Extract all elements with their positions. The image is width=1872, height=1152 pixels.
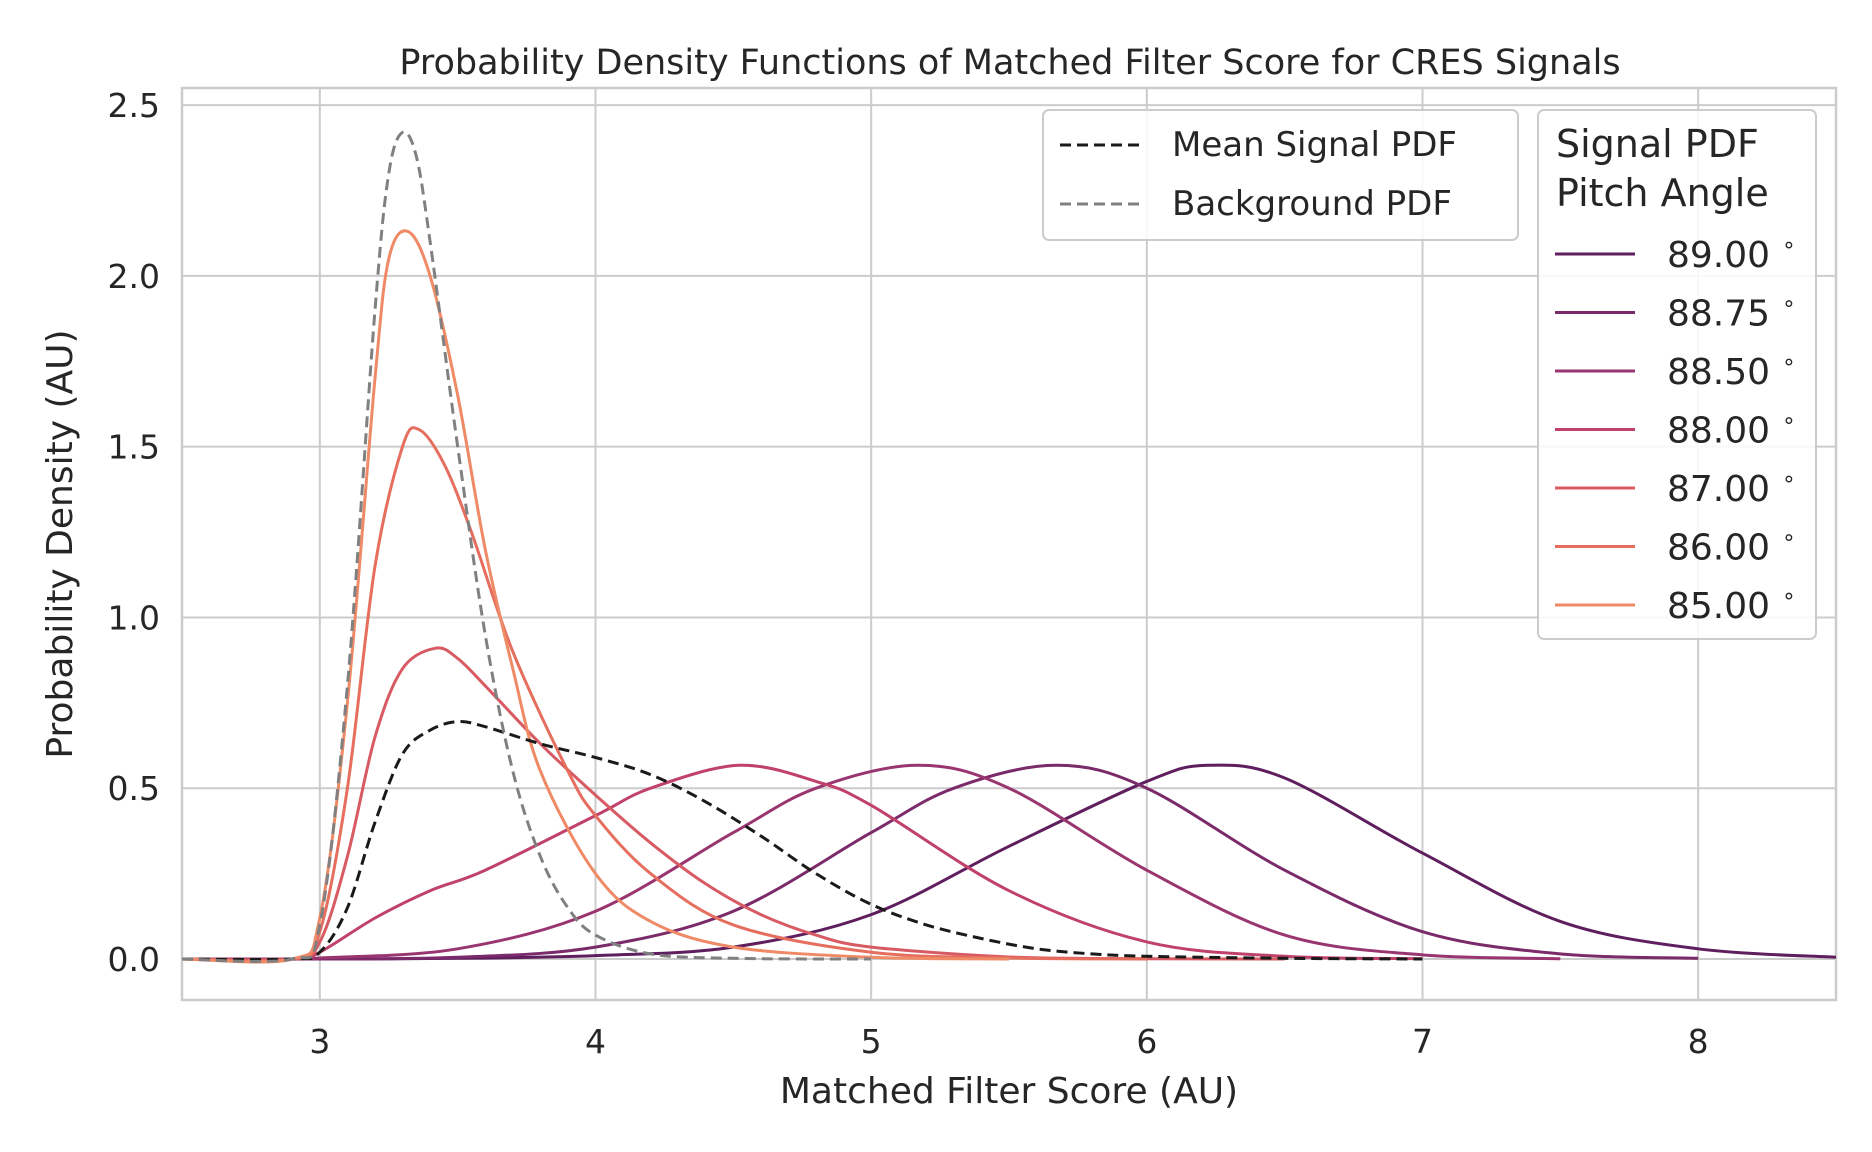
y-tick-label: 0.5	[108, 769, 160, 808]
y-tick-label: 0.0	[108, 940, 160, 979]
y-tick-label: 2.5	[108, 86, 160, 125]
legend-degree-symbol: ∘	[1782, 584, 1796, 609]
series-line-pitch-88-00	[182, 763, 1423, 961]
x-tick-label: 4	[585, 1022, 606, 1061]
series-line-mean-signal	[182, 719, 1423, 961]
series-group	[182, 130, 1836, 964]
y-tick-labels: 0.0 0.5 1.0 1.5 2.0 2.5	[108, 86, 160, 979]
x-tick-label: 8	[1688, 1022, 1709, 1061]
legend-box	[1537, 109, 1817, 640]
legend-degree-symbol: ∘	[1782, 467, 1796, 492]
legend-entry-label: 88.00	[1667, 411, 1770, 452]
legend-pitch-angle: Signal PDF Pitch Angle 89.00 ∘ 88.75 ∘ 88.50…	[1537, 109, 1817, 640]
legend-mean-label: Mean Signal PDF	[1172, 125, 1457, 165]
legend-title-line1: Signal PDF	[1556, 122, 1759, 166]
y-tick-label: 1.5	[108, 428, 160, 467]
legend-background-label: Background PDF	[1172, 184, 1452, 224]
x-tick-label: 5	[861, 1022, 882, 1061]
x-axis-label: Matched Filter Score (AU)	[780, 1071, 1238, 1112]
chart-title: Probability Density Functions of Matched…	[399, 43, 1620, 83]
legend-entry-label: 88.50	[1667, 352, 1770, 393]
legend-pitch-entries: 89.00 ∘ 88.75 ∘ 88.50 ∘ 88.00 ∘ 87.00 ∘ 86.00 ∘ 85.0…	[1555, 233, 1796, 627]
legend-entry-label: 88.75	[1667, 294, 1770, 335]
x-tick-label: 3	[309, 1022, 330, 1061]
legend-box	[1042, 109, 1519, 241]
legend-entry-label: 85.00	[1667, 586, 1770, 627]
axes-frame	[180, 86, 1838, 1002]
legend-entry-label: 87.00	[1667, 469, 1770, 510]
series-line-background	[182, 130, 872, 964]
x-tick-labels: 3 4 5 6 7 8	[309, 1022, 1708, 1061]
y-tick-label: 2.0	[108, 257, 160, 296]
legend-degree-symbol: ∘	[1782, 292, 1796, 317]
legend-degree-symbol: ∘	[1782, 409, 1796, 434]
y-axis-label: Probability Density (AU)	[40, 329, 81, 758]
legend-degree-symbol: ∘	[1782, 350, 1796, 375]
y-tick-label: 1.0	[108, 598, 160, 637]
legend-degree-symbol: ∘	[1782, 233, 1796, 258]
legend-entry-label: 89.00	[1667, 235, 1770, 276]
x-tick-label: 7	[1412, 1022, 1433, 1061]
legend-mean-background: Mean Signal PDF Background PDF	[1042, 109, 1519, 241]
series-line-pitch-88-75	[182, 763, 1699, 961]
legend-title-line2: Pitch Angle	[1556, 171, 1769, 215]
series-line-pitch-86-00	[182, 426, 1147, 963]
legend-entry-label: 86.00	[1667, 528, 1770, 569]
x-tick-label: 6	[1136, 1022, 1157, 1061]
series-line-pitch-87-00	[182, 646, 1285, 962]
legend-degree-symbol: ∘	[1782, 526, 1796, 551]
